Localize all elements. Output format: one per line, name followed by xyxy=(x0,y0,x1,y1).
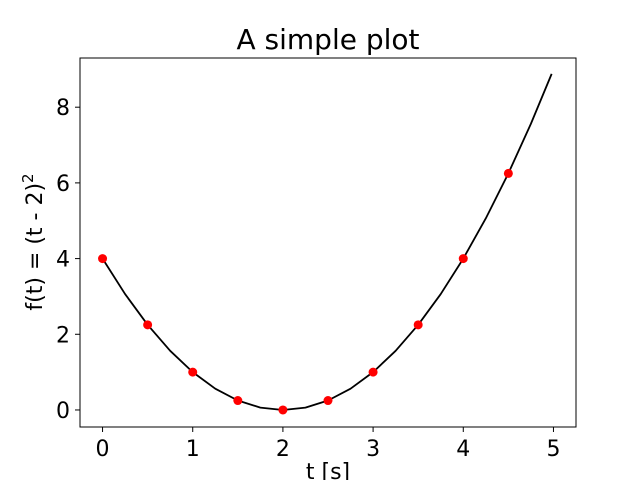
y-tick-label: 4 xyxy=(56,248,70,273)
x-tick-label: 2 xyxy=(276,437,290,462)
plot-area xyxy=(98,73,553,415)
x-axis: 0 1 2 3 4 5 xyxy=(96,427,560,462)
data-point xyxy=(233,396,243,406)
y-tick-label: 0 xyxy=(56,399,70,424)
data-point xyxy=(368,367,378,377)
data-point xyxy=(278,405,288,415)
y-tick-label: 6 xyxy=(56,172,70,197)
x-tick-label: 4 xyxy=(456,437,470,462)
y-axis-label: f(t) = (t - 2)2 xyxy=(19,173,48,310)
data-point xyxy=(98,254,108,264)
curve-line xyxy=(101,73,553,411)
y-axis-label-main: f(t) = (t - 2) xyxy=(23,183,48,311)
data-point xyxy=(458,254,468,264)
data-point xyxy=(413,320,423,330)
y-tick-label: 8 xyxy=(56,96,70,121)
data-point xyxy=(323,396,333,406)
y-axis: 0 2 4 6 8 xyxy=(56,96,80,424)
chart-title: A simple plot xyxy=(236,23,419,56)
x-tick-label: 3 xyxy=(366,437,380,462)
y-tick-label: 2 xyxy=(56,323,70,348)
x-tick-label: 0 xyxy=(96,437,110,462)
plot-frame xyxy=(79,57,577,428)
data-point xyxy=(143,320,153,330)
x-tick-label: 1 xyxy=(186,437,200,462)
y-axis-label-superscript: 2 xyxy=(19,173,37,183)
data-point xyxy=(503,168,513,178)
x-axis-label: t [s] xyxy=(306,460,350,480)
x-tick-label: 5 xyxy=(546,437,560,462)
data-point xyxy=(188,367,198,377)
